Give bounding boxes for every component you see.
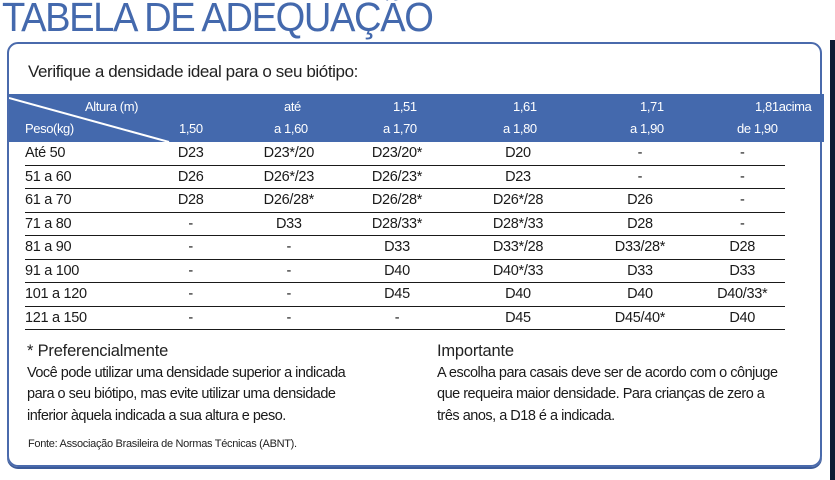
table-row: 51 a 60 D26 D26*/23 D26/23* D23 - - <box>25 165 785 189</box>
density-cell: - <box>699 165 785 189</box>
note-important-line: A escolha para casais deve ser de acordo… <box>437 364 778 381</box>
peso-cell: 91 a 100 <box>25 259 143 283</box>
density-cell: D40 <box>580 282 700 307</box>
density-cell: - <box>142 212 240 236</box>
density-cell: D33 <box>699 259 785 283</box>
table-row: Até 50 D23 D23*/20 D23/20* D20 - - <box>25 142 785 166</box>
header-altura-label: Altura (m) <box>85 99 139 114</box>
density-cell: - <box>699 188 785 213</box>
density-cell: D33/28* <box>580 235 700 260</box>
density-cell: D20 <box>455 142 581 166</box>
table-header-band: Altura (m) Peso(kg) 1,50 até a 1,60 1,51… <box>9 94 824 142</box>
density-cell: D26/23* <box>338 165 456 189</box>
header-col2-line1: até <box>284 99 301 114</box>
header-col5-line1: 1,71 <box>640 99 664 114</box>
note-important-line: que requeira maior densidade. Para crian… <box>437 386 765 402</box>
table-row: 71 a 80 - D33 D28/33* D28*/33 D28 - <box>25 212 785 236</box>
header-col2-line2: a 1,60 <box>274 121 308 136</box>
density-cell: - <box>239 306 339 330</box>
density-cell: - <box>239 235 339 260</box>
header-col4-line1: 1,61 <box>513 99 537 114</box>
density-cell: D28 <box>142 188 240 213</box>
density-cell: D23 <box>455 165 581 189</box>
page-title: TABELA DE ADEQUAÇÃO <box>2 0 434 40</box>
table-row: 91 a 100 - - D40 D40*/33 D33 D33 <box>25 259 785 283</box>
density-cell: D23 <box>142 142 240 166</box>
density-cell: D26 <box>142 165 240 189</box>
source-citation: Fonte: Associação Brasileira de Normas T… <box>28 438 297 450</box>
peso-cell: 121 a 150 <box>25 306 143 330</box>
density-cell: D28*/33 <box>455 212 581 236</box>
density-cell: D33 <box>239 212 339 236</box>
density-cell: - <box>142 282 240 307</box>
density-cell: - <box>338 306 456 330</box>
density-cell: D28 <box>699 235 785 260</box>
density-cell: D40/33* <box>699 282 785 307</box>
header-col5-line2: a 1,90 <box>630 121 664 136</box>
header-peso-label: Peso(kg) <box>25 121 74 136</box>
density-cell: - <box>699 142 785 166</box>
header-col3-line2: a 1,70 <box>383 121 417 136</box>
edge-strip <box>830 40 835 480</box>
density-cell: D40 <box>338 259 456 283</box>
density-cell: D40 <box>455 282 581 307</box>
density-cell: D45/40* <box>580 306 700 330</box>
density-cell: D40 <box>699 306 785 330</box>
table-row: 81 a 90 - - D33 D33*/28 D33/28* D28 <box>25 235 785 260</box>
header-col1-line2: 1,50 <box>179 121 203 136</box>
table-row: 101 a 120 - - D45 D40 D40 D40/33* <box>25 282 785 307</box>
note-important-line: três anos, a D18 é a indicada. <box>437 407 615 424</box>
peso-cell: 101 a 120 <box>25 282 143 307</box>
density-cell: D23*/20 <box>239 142 339 166</box>
density-cell: - <box>580 165 700 189</box>
note-important: Importante A escolha para casais deve se… <box>437 341 778 427</box>
density-table: Até 50 D23 D23*/20 D23/20* D20 - - 51 a … <box>25 142 785 330</box>
header-col6-line1: 1,81acima <box>755 99 812 114</box>
table-frame <box>7 42 822 467</box>
diagonal-divider-icon <box>9 97 170 142</box>
note-preferential-line: Você pode utilizar uma densidade superio… <box>27 364 346 381</box>
note-important-heading: Importante <box>437 342 514 360</box>
header-col3-line1: 1,51 <box>393 99 417 114</box>
density-cell: D40*/33 <box>455 259 581 283</box>
density-cell: - <box>699 212 785 236</box>
note-preferential-line: para o seu biótipo, mas evite utilizar u… <box>27 386 336 402</box>
peso-cell: 51 a 60 <box>25 165 143 189</box>
density-cell: D45 <box>455 306 581 330</box>
table-row: 121 a 150 - - - D45 D45/40* D40 <box>25 306 785 330</box>
subtitle: Verifique a densidade ideal para o seu b… <box>28 62 358 81</box>
peso-cell: 81 a 90 <box>25 235 143 260</box>
density-cell: D26*/28 <box>455 188 581 213</box>
density-cell: D23/20* <box>338 142 456 166</box>
note-preferential-line: inferior àquela indicada a sua altura e … <box>27 407 286 424</box>
density-cell: - <box>142 306 240 330</box>
table-row: 61 a 70 D28 D26/28* D26/28* D26*/28 D26 … <box>25 188 785 213</box>
note-preferential: * Preferencialmente Você pode utilizar u… <box>27 341 346 427</box>
density-cell: D28 <box>580 212 700 236</box>
density-cell: - <box>142 235 240 260</box>
note-preferential-heading: * Preferencialmente <box>27 342 169 360</box>
density-cell: D26 <box>580 188 700 213</box>
header-col6-line2: de 1,90 <box>737 121 778 136</box>
density-cell: D33 <box>580 259 700 283</box>
peso-cell: 71 a 80 <box>25 212 143 236</box>
density-cell: D45 <box>338 282 456 307</box>
density-cell: - <box>580 142 700 166</box>
density-cell: D33*/28 <box>455 235 581 260</box>
density-cell: D26*/23 <box>239 165 339 189</box>
density-cell: D26/28* <box>239 188 339 213</box>
density-cell: D33 <box>338 235 456 260</box>
density-cell: - <box>142 259 240 283</box>
density-cell: - <box>239 259 339 283</box>
density-cell: D26/28* <box>338 188 456 213</box>
peso-cell: Até 50 <box>25 142 143 166</box>
peso-cell: 61 a 70 <box>25 188 143 213</box>
density-cell: D28/33* <box>338 212 456 236</box>
header-col4-line2: a 1,80 <box>503 121 537 136</box>
density-cell: - <box>239 282 339 307</box>
